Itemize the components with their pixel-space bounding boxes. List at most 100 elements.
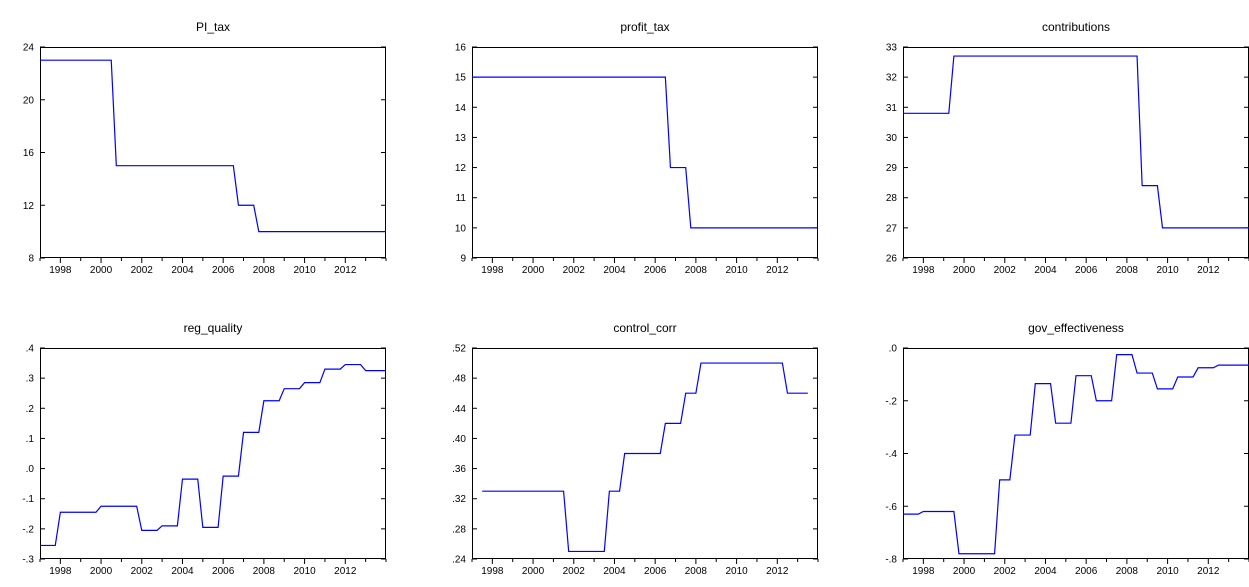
y-tick-label: -.4	[885, 449, 897, 460]
x-tick-label: 2006	[1075, 265, 1098, 276]
x-tick-label: 1998	[49, 265, 72, 276]
x-tick-label: 2004	[1034, 265, 1057, 276]
x-tick-label: 2000	[953, 566, 976, 577]
x-tick-label: 2012	[766, 265, 789, 276]
y-tick-label: -.1	[22, 494, 34, 505]
x-tick-label: 2002	[994, 566, 1017, 577]
y-tick-label: 32	[886, 73, 898, 84]
y-tick-label: 27	[886, 223, 898, 234]
chart-panel-gov-effectiveness: gov_effectiveness -.8 -.6 -.4 -.2 .0 1998 2000 2…	[885, 321, 1249, 577]
x-tick-label: 2000	[90, 566, 113, 577]
y-tick-label: 29	[886, 163, 898, 174]
x-tick-label: 1998	[49, 566, 72, 577]
series-line	[40, 59, 386, 233]
chart-panel-PI-tax: PI_tax 8 12 16 20 24 1998 2000 2002 2004 2006 2008 2…	[23, 20, 387, 276]
y-tick-label: 15	[455, 73, 467, 84]
x-tick-label: 2012	[334, 566, 357, 577]
x-tick-label: 2004	[603, 566, 626, 577]
x-tick-label: 2006	[1075, 566, 1098, 577]
x-tick-label: 2010	[293, 566, 316, 577]
x-tick-label: 2010	[1156, 265, 1179, 276]
y-tick-label: 13	[455, 133, 467, 144]
y-tick-label: .32	[452, 494, 466, 505]
series-line	[472, 76, 818, 229]
x-tick-label: 2004	[171, 265, 194, 276]
chart-title: reg_quality	[184, 321, 243, 335]
y-tick-label: .36	[452, 464, 466, 475]
x-tick-label: 1998	[481, 566, 504, 577]
x-tick-label: 2002	[563, 265, 586, 276]
series-line	[40, 363, 386, 547]
plot-frame	[472, 47, 818, 258]
y-tick-label: 31	[886, 103, 898, 114]
x-tick-label: 2010	[293, 265, 316, 276]
y-tick-label: 14	[455, 103, 467, 114]
plot-frame	[40, 47, 386, 258]
y-tick-label: 16	[455, 43, 467, 54]
x-tick-label: 1998	[912, 265, 935, 276]
y-tick-label: 12	[455, 163, 467, 174]
chart-title: contributions	[1042, 20, 1110, 34]
x-tick-label: 2008	[253, 265, 276, 276]
x-tick-label: 2008	[1116, 265, 1139, 276]
x-tick-label: 1998	[481, 265, 504, 276]
x-tick-label: 2002	[563, 566, 586, 577]
y-tick-label: .40	[452, 434, 466, 445]
chart-title: PI_tax	[196, 20, 230, 34]
x-tick-label: 2000	[90, 265, 113, 276]
x-tick-label: 2006	[644, 566, 667, 577]
x-tick-label: 2004	[171, 566, 194, 577]
x-tick-label: 2002	[131, 265, 154, 276]
x-tick-label: 2012	[766, 566, 789, 577]
y-tick-label: 16	[23, 148, 35, 159]
series-line	[482, 362, 808, 553]
y-tick-label: -.8	[885, 555, 897, 566]
x-tick-label: 2012	[334, 265, 357, 276]
x-tick-label: 2008	[253, 566, 276, 577]
chart-title: gov_effectiveness	[1028, 321, 1124, 335]
y-tick-label: .44	[452, 404, 466, 415]
x-tick-label: 2008	[685, 566, 708, 577]
y-tick-label: 10	[455, 223, 467, 234]
x-tick-label: 2000	[522, 265, 545, 276]
y-tick-label: -.2	[885, 396, 897, 407]
x-tick-label: 2004	[1034, 566, 1057, 577]
y-tick-label: .0	[26, 464, 35, 475]
x-tick-label: 2010	[725, 265, 748, 276]
x-tick-label: 2000	[522, 566, 545, 577]
y-tick-label: 33	[886, 43, 898, 54]
x-tick-label: 2002	[994, 265, 1017, 276]
x-tick-label: 2010	[725, 566, 748, 577]
x-tick-label: 2002	[131, 566, 154, 577]
y-tick-label: .52	[452, 344, 466, 355]
plot-frame	[40, 348, 386, 559]
y-tick-label: 11	[456, 193, 467, 204]
x-tick-label: 2008	[685, 265, 708, 276]
y-tick-label: .48	[452, 374, 466, 385]
y-tick-label: 28	[886, 193, 898, 204]
y-tick-label: 26	[886, 254, 898, 265]
x-tick-label: 2006	[644, 265, 667, 276]
y-tick-label: .3	[26, 374, 35, 385]
x-tick-label: 2004	[603, 265, 626, 276]
x-tick-label: 2010	[1156, 566, 1179, 577]
y-tick-label: 24	[23, 43, 35, 54]
y-tick-label: -.2	[22, 524, 34, 535]
chart-panel-profit-tax: profit_tax 9 10 11 12 13 14 15 16 1998 2000 2002 200…	[455, 20, 819, 276]
chart-panel-reg-quality: reg_quality -.3 -.2 -.1 .0 .1 .2 .3 .4 1998 2000 20…	[22, 321, 387, 577]
y-tick-label: -.6	[885, 502, 897, 513]
y-tick-label: 8	[28, 254, 34, 265]
x-tick-label: 2012	[1197, 566, 1220, 577]
y-tick-label: 12	[23, 201, 35, 212]
plot-frame	[903, 47, 1249, 258]
plot-frame	[472, 348, 818, 559]
y-tick-label: -.3	[22, 555, 34, 566]
series-line	[903, 353, 1249, 555]
chart-panel-contributions: contributions 26 27 28 29 30 31 32 33 1998 2000 200…	[886, 20, 1249, 276]
y-tick-label: 9	[460, 254, 466, 265]
x-tick-label: 2006	[212, 566, 235, 577]
x-tick-label: 2012	[1197, 265, 1220, 276]
y-tick-label: .24	[452, 555, 466, 566]
